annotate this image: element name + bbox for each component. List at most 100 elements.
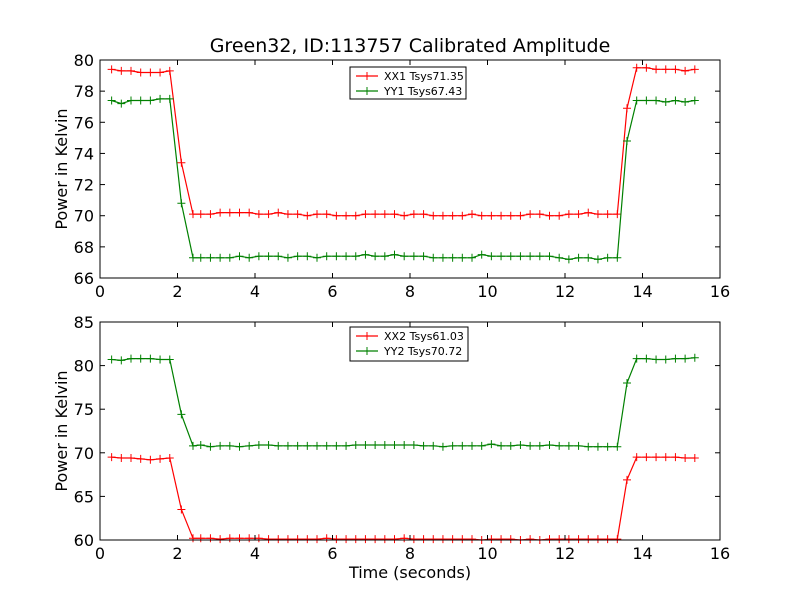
data-point: [448, 253, 457, 262]
data-point: [225, 208, 234, 217]
data-point: [380, 210, 389, 219]
legend-item: YY1 Tsys67.43: [356, 85, 462, 98]
data-point: [671, 96, 680, 105]
data-point: [390, 535, 399, 544]
data-point: [419, 252, 428, 261]
data-point: [342, 252, 351, 261]
y-tick-label: 60: [74, 531, 94, 550]
data-point: [613, 442, 622, 451]
data-point: [681, 454, 690, 463]
data-point: [545, 440, 554, 449]
data-point: [177, 410, 186, 419]
legend-item: XX2 Tsys61.03: [356, 330, 464, 343]
data-point: [117, 454, 126, 463]
y-tick-label: 85: [74, 313, 94, 332]
data-point: [690, 454, 699, 463]
data-point: [283, 253, 292, 262]
data-point: [623, 136, 631, 145]
data-point: [146, 96, 155, 105]
data-point: [506, 535, 515, 544]
x-tick-label: 10: [477, 544, 497, 563]
data-point: [487, 211, 496, 220]
data-point: [506, 252, 515, 261]
data-point: [429, 211, 438, 220]
data-point: [584, 442, 593, 451]
data-point: [380, 440, 389, 449]
x-tick-label: 12: [555, 282, 575, 301]
data-point: [303, 211, 312, 220]
data-point: [332, 535, 341, 544]
data-point: [380, 252, 389, 261]
data-point: [632, 96, 641, 105]
data-point: [429, 535, 438, 544]
data-point: [351, 211, 360, 220]
data-point: [448, 441, 457, 450]
data-point: [196, 440, 205, 449]
data-point: [254, 534, 263, 543]
data-point: [361, 250, 370, 259]
data-point: [690, 65, 699, 74]
data-point: [661, 355, 670, 364]
data-point: [574, 210, 583, 219]
data-point: [526, 441, 535, 450]
data-point: [652, 355, 661, 364]
data-point: [293, 535, 302, 544]
data-point: [593, 255, 602, 264]
data-point: [283, 441, 292, 450]
data-point: [264, 252, 273, 261]
data-point: [371, 252, 380, 261]
data-point: [400, 534, 409, 543]
data-point: [206, 210, 215, 219]
data-point: [283, 535, 292, 544]
y-axis-label: Power in Kelvin: [52, 108, 71, 229]
data-point: [235, 442, 244, 451]
data-point: [165, 355, 174, 364]
data-point: [681, 98, 690, 107]
data-point: [535, 210, 544, 219]
data-point: [593, 442, 602, 451]
data-point: [458, 211, 467, 220]
y-tick-label: 78: [74, 82, 94, 101]
y-tick-label: 76: [74, 113, 94, 132]
series-1: [107, 453, 699, 544]
data-point: [458, 253, 467, 262]
data-point: [593, 535, 602, 544]
y-tick-label: 65: [74, 487, 94, 506]
data-point: [487, 252, 496, 261]
y-tick-label: 72: [74, 176, 94, 195]
data-point: [332, 441, 341, 450]
data-point: [632, 63, 641, 72]
y-tick-label: 70: [74, 207, 94, 226]
legend-marker: [363, 72, 371, 80]
x-tick-label: 2: [172, 544, 182, 563]
data-point: [371, 210, 380, 219]
data-point: [196, 210, 205, 219]
data-point: [206, 253, 215, 262]
data-point: [165, 66, 174, 75]
data-point: [351, 440, 360, 449]
data-point: [146, 354, 155, 363]
chart-title: Green32, ID:113757 Calibrated Amplitude: [210, 35, 611, 57]
data-point: [642, 63, 651, 72]
data-point: [264, 210, 273, 219]
y-tick-label: 70: [74, 444, 94, 463]
data-point: [189, 253, 197, 262]
data-point: [613, 253, 622, 262]
data-point: [419, 210, 428, 219]
data-point: [332, 211, 341, 220]
data-point: [136, 96, 145, 105]
data-point: [361, 440, 370, 449]
data-point: [400, 252, 409, 261]
data-point: [526, 535, 535, 544]
data-point: [313, 441, 321, 450]
data-point: [245, 441, 254, 450]
data-point: [117, 356, 126, 365]
data-point: [661, 453, 670, 462]
legend-marker: [363, 87, 371, 95]
data-point: [438, 442, 447, 451]
data-point: [303, 252, 312, 261]
data-point: [419, 441, 428, 450]
x-tick-label: 8: [405, 282, 415, 301]
y-tick-label: 74: [74, 144, 94, 163]
data-point: [274, 535, 283, 544]
